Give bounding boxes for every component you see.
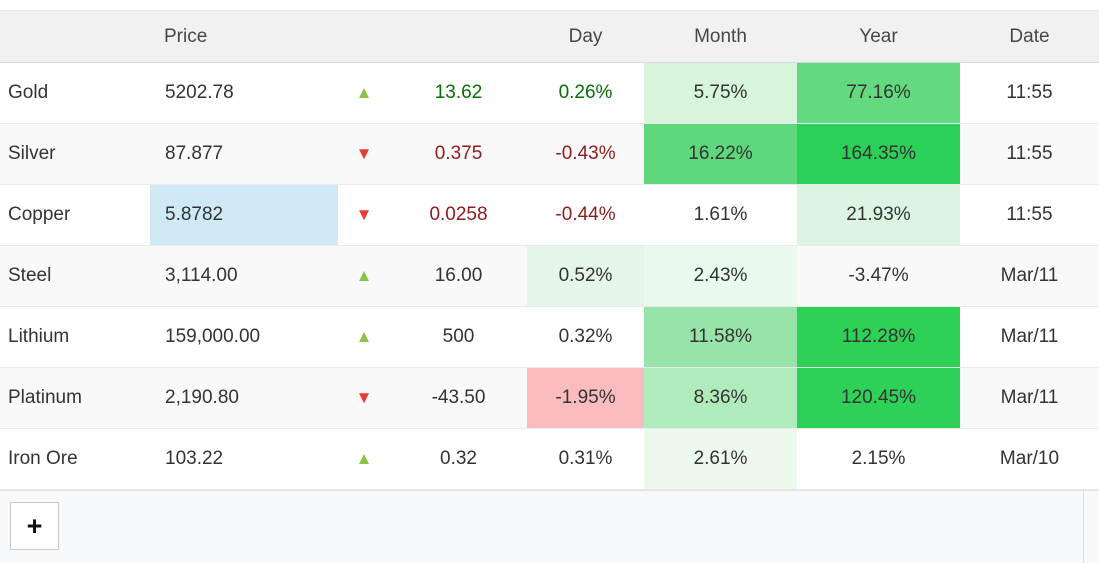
year-percent-cell: 112.28% bbox=[797, 307, 960, 367]
header-change bbox=[390, 11, 527, 62]
up-arrow-icon: ▲ bbox=[355, 449, 373, 468]
day-percent-cell: 0.26% bbox=[558, 82, 613, 103]
date-cell: Mar/11 bbox=[1000, 326, 1059, 347]
down-arrow-icon: ▼ bbox=[355, 388, 373, 407]
change-value-cell: -43.50 bbox=[431, 387, 486, 408]
date-cell: Mar/10 bbox=[999, 448, 1060, 469]
table-footer: + bbox=[0, 490, 1099, 563]
header-date[interactable]: Date bbox=[1009, 25, 1050, 47]
year-percent-cell: 77.16% bbox=[797, 63, 960, 123]
year-percent-cell: 21.93% bbox=[797, 185, 960, 245]
header-arrow bbox=[338, 11, 390, 62]
change-value-cell: 500 bbox=[442, 326, 475, 347]
date-cell: Mar/11 bbox=[1000, 387, 1059, 408]
header-year[interactable]: Year bbox=[859, 25, 898, 47]
month-percent-cell: 1.61% bbox=[693, 204, 748, 225]
price-cell: 5.8782 bbox=[150, 185, 338, 245]
change-value-cell: 16.00 bbox=[434, 265, 483, 286]
header-month[interactable]: Month bbox=[694, 25, 747, 47]
commodity-name-link[interactable]: Silver bbox=[8, 143, 56, 164]
header-name bbox=[0, 11, 150, 62]
month-percent-cell: 2.61% bbox=[644, 429, 797, 489]
table-row: Silver 87.877 ▼ 0.375 -0.43% 16.22% 164.… bbox=[0, 124, 1099, 185]
table-body: Gold 5202.78 ▲ 13.62 0.26% 5.75% 77.16% … bbox=[0, 63, 1099, 490]
year-percent-cell: 2.15% bbox=[851, 448, 906, 469]
commodities-table: Price Day Month Year Date Gold 5202.78 ▲… bbox=[0, 10, 1099, 490]
up-arrow-icon: ▲ bbox=[355, 327, 373, 346]
date-cell: 11:55 bbox=[1006, 204, 1053, 225]
change-value-cell: 13.62 bbox=[434, 82, 483, 103]
table-row: Iron Ore 103.22 ▲ 0.32 0.31% 2.61% 2.15%… bbox=[0, 429, 1099, 490]
change-value-cell: 0.32 bbox=[440, 448, 477, 469]
commodity-name-link[interactable]: Platinum bbox=[8, 387, 82, 408]
table-row: Lithium 159,000.00 ▲ 500 0.32% 11.58% 11… bbox=[0, 307, 1099, 368]
table-row: Copper 5.8782 ▼ 0.0258 -0.44% 1.61% 21.9… bbox=[0, 185, 1099, 246]
day-percent-cell: 0.31% bbox=[558, 448, 613, 469]
month-percent-cell: 8.36% bbox=[644, 368, 797, 428]
month-percent-cell: 11.58% bbox=[644, 307, 797, 367]
day-percent-cell: -1.95% bbox=[527, 368, 644, 428]
month-percent-cell: 2.43% bbox=[644, 246, 797, 306]
header-price[interactable]: Price bbox=[164, 25, 208, 47]
month-percent-cell: 5.75% bbox=[644, 63, 797, 123]
year-percent-cell: 164.35% bbox=[797, 124, 960, 184]
price-cell: 5202.78 bbox=[165, 82, 234, 103]
month-percent-cell: 16.22% bbox=[644, 124, 797, 184]
commodity-name-link[interactable]: Gold bbox=[8, 82, 49, 103]
date-cell: 11:55 bbox=[1006, 143, 1053, 164]
commodity-name-link[interactable]: Steel bbox=[8, 265, 52, 286]
add-commodity-button[interactable]: + bbox=[10, 502, 59, 550]
day-percent-cell: 0.52% bbox=[527, 246, 644, 306]
down-arrow-icon: ▼ bbox=[355, 144, 373, 163]
price-cell: 103.22 bbox=[165, 448, 224, 469]
price-cell: 3,114.00 bbox=[165, 265, 238, 286]
price-cell: 87.877 bbox=[165, 143, 224, 164]
up-arrow-icon: ▲ bbox=[355, 83, 373, 102]
header-day[interactable]: Day bbox=[568, 25, 603, 47]
price-cell: 2,190.80 bbox=[165, 387, 239, 408]
day-percent-cell: 0.32% bbox=[558, 326, 613, 347]
year-percent-cell: 120.45% bbox=[797, 368, 960, 428]
table-row: Platinum 2,190.80 ▼ -43.50 -1.95% 8.36% … bbox=[0, 368, 1099, 429]
day-percent-cell: -0.44% bbox=[555, 204, 616, 225]
change-value-cell: 0.0258 bbox=[429, 204, 488, 225]
down-arrow-icon: ▼ bbox=[355, 205, 373, 224]
table-row: Steel 3,114.00 ▲ 16.00 0.52% 2.43% -3.47… bbox=[0, 246, 1099, 307]
commodity-name-link[interactable]: Iron Ore bbox=[8, 448, 78, 469]
up-arrow-icon: ▲ bbox=[355, 266, 373, 285]
year-percent-cell: -3.47% bbox=[848, 265, 909, 286]
day-percent-cell: -0.43% bbox=[555, 143, 616, 164]
table-row: Gold 5202.78 ▲ 13.62 0.26% 5.75% 77.16% … bbox=[0, 63, 1099, 124]
commodity-name-link[interactable]: Copper bbox=[8, 204, 71, 225]
price-cell: 159,000.00 bbox=[165, 326, 261, 347]
change-value-cell: 0.375 bbox=[434, 143, 483, 164]
date-cell: Mar/11 bbox=[1000, 265, 1059, 286]
commodity-name-link[interactable]: Lithium bbox=[8, 326, 70, 347]
panel-edge-divider bbox=[1083, 491, 1084, 563]
date-cell: 11:55 bbox=[1006, 82, 1053, 103]
table-header-row: Price Day Month Year Date bbox=[0, 10, 1099, 63]
